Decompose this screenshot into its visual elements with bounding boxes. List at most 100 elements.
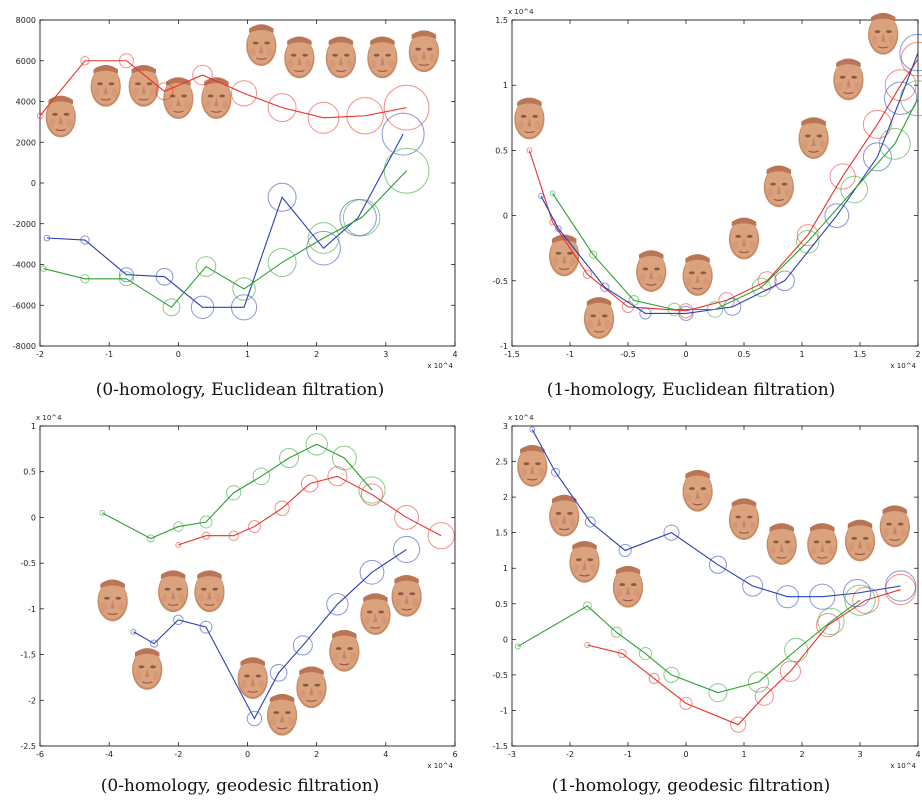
- series-point-blue: [190, 295, 215, 319]
- series-point-blue: [884, 570, 917, 602]
- y-tick-label: -1: [500, 706, 508, 715]
- face-image: [763, 164, 795, 208]
- series-line-blue: [46, 133, 404, 308]
- series-point-red: [852, 586, 880, 614]
- series-point-blue: [118, 267, 134, 283]
- series-point-green: [358, 476, 386, 504]
- series-point-green: [162, 298, 181, 317]
- series-point-blue: [899, 33, 922, 72]
- series-point-green: [514, 643, 521, 650]
- x-tick-label: 3: [383, 350, 388, 359]
- series-point-red: [679, 696, 693, 710]
- series-point-green: [232, 277, 256, 301]
- series-point-red: [754, 686, 774, 706]
- series-point-green: [844, 584, 876, 616]
- series-point-green: [747, 671, 770, 693]
- x-axis-multiplier: x 10^4: [890, 762, 916, 770]
- series-point-blue: [600, 282, 610, 293]
- series-point-green: [610, 626, 622, 638]
- x-tick-label: -4: [105, 750, 113, 759]
- y-tick-label: 4000: [16, 98, 36, 107]
- series-point-blue: [639, 307, 652, 320]
- x-tick-label: 2: [314, 750, 319, 759]
- series-point-red: [779, 660, 801, 682]
- y-tick-label: 0: [503, 212, 508, 221]
- face-image: [128, 64, 160, 108]
- face-image: [867, 12, 899, 56]
- x-tick-label: -0.5: [620, 350, 636, 359]
- panel-3: -3 -2 -1 0 1 2 3 4 3 2.5 2 1.5 1 0.5 0 -0.5 -1 -1.5 x 10^4…: [492, 414, 920, 770]
- y-tick-label: -2000: [13, 220, 36, 229]
- y-tick-label: -8000: [13, 342, 36, 351]
- face-image: [366, 35, 399, 79]
- series-point-red: [816, 613, 841, 638]
- series-point-red: [327, 466, 348, 487]
- series-point-green: [900, 80, 922, 117]
- series-point-green: [840, 175, 869, 204]
- series-point-green: [40, 265, 47, 272]
- y-tick-label: -0.5: [20, 559, 36, 568]
- series-point-blue: [292, 635, 313, 656]
- x-tick-label: -1: [105, 350, 113, 359]
- caption-0-homology-euclidean: (0-homology, Euclidean filtration): [95, 380, 385, 400]
- series-point-green: [667, 302, 682, 317]
- series-point-red: [730, 716, 747, 733]
- y-tick-label: -1.5: [20, 651, 36, 660]
- axes-box: [511, 425, 919, 747]
- series-line-green: [552, 97, 919, 311]
- face-image: [295, 665, 328, 709]
- y-tick-label: -0.5: [492, 277, 508, 286]
- y-tick-label: 6000: [16, 57, 36, 66]
- face-image: [408, 29, 440, 73]
- face-image: [283, 35, 316, 79]
- series-line-red: [528, 58, 919, 312]
- x-tick-label: 0.5: [738, 350, 751, 359]
- series-line-blue: [531, 429, 901, 598]
- face-image: [96, 578, 129, 622]
- series-point-blue: [150, 639, 159, 648]
- y-axis-multiplier: x 10^4: [508, 8, 534, 16]
- series-point-blue: [618, 543, 632, 557]
- caption-1-homology-euclidean: (1-homology, Euclidean filtration): [546, 380, 836, 400]
- series-point-blue: [775, 585, 800, 609]
- series-point-red: [175, 541, 182, 548]
- y-axis-multiplier: x 10^4: [36, 414, 62, 422]
- panel-1: -1.5 -1 -0.5 0 0.5 1 1.5 21.510.50-0.5-1x 10^4x…: [492, 8, 922, 370]
- x-tick-label: 0: [176, 350, 181, 359]
- series-point-red: [228, 530, 239, 541]
- series-point-red: [427, 522, 455, 550]
- series-point-blue: [774, 270, 795, 292]
- x-tick-label: -6: [36, 750, 44, 759]
- series-point-green: [118, 271, 134, 287]
- x-tick-label: -2: [36, 350, 44, 359]
- face-image: [681, 469, 714, 513]
- series-point-red: [300, 474, 319, 493]
- series-point-green: [307, 222, 340, 254]
- series-point-blue: [246, 710, 263, 727]
- face-image: [728, 497, 760, 541]
- series-point-blue: [155, 267, 174, 286]
- series-point-red: [621, 300, 635, 313]
- face-image: [328, 629, 361, 673]
- series-point-red: [201, 531, 211, 540]
- series-point-red: [526, 147, 533, 154]
- series-point-blue: [842, 579, 872, 608]
- face-image: [728, 217, 760, 260]
- panel-0: -2 -1 0 1 2 3 4 8000 6000 4000 2000 0 -2000 -4000 -600…: [13, 16, 458, 370]
- y-tick-label: -4000: [13, 261, 36, 270]
- series-point-blue: [326, 593, 349, 616]
- series-point-red: [230, 80, 258, 107]
- x-axis-multiplier: x 10^4: [427, 762, 453, 770]
- face-image: [844, 519, 876, 562]
- face-image: [765, 522, 798, 566]
- series-point-green: [708, 683, 728, 703]
- series-point-blue: [269, 664, 288, 682]
- series-point-red: [582, 269, 593, 279]
- series-point-green: [663, 666, 680, 683]
- series-point-green: [252, 467, 271, 486]
- y-tick-label: -1: [28, 605, 36, 614]
- y-tick-label: 1.5: [495, 529, 508, 538]
- x-tick-label: -2: [566, 750, 574, 759]
- y-tick-label: 1.5: [495, 16, 508, 25]
